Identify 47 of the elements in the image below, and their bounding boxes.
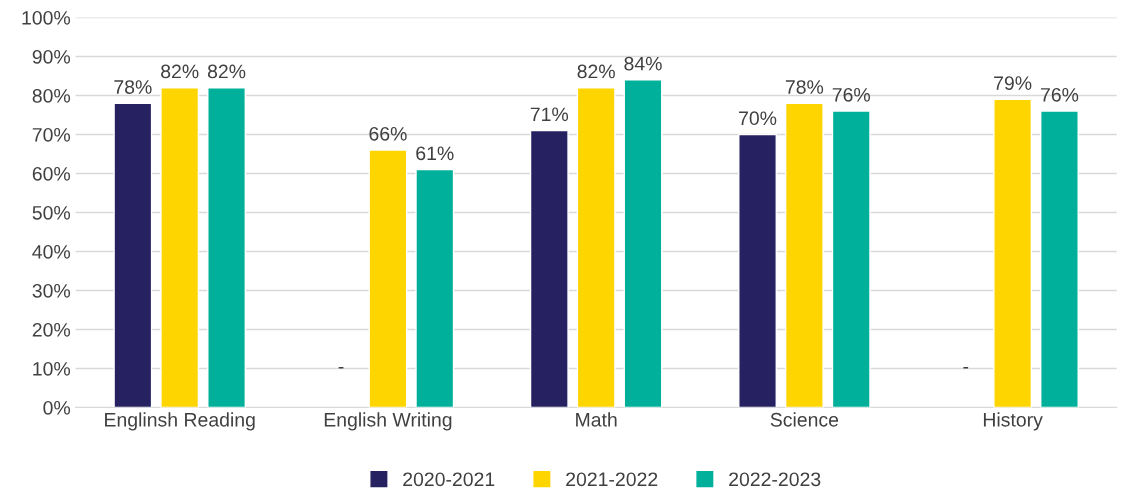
data-label: 76%	[1041, 87, 1079, 102]
bar	[784, 102, 824, 408]
data-label: 78%	[114, 80, 152, 94]
y-tick-label: 20%	[32, 322, 71, 337]
legend-label: 2022-2023	[729, 472, 821, 487]
data-label: 82%	[161, 64, 199, 79]
data-label: 84%	[624, 56, 662, 71]
bar	[576, 87, 616, 408]
y-tick-label: 10%	[33, 361, 71, 376]
bar	[738, 133, 777, 408]
bar	[1040, 110, 1079, 408]
data-label: 76%	[832, 87, 870, 102]
data-label: 61%	[416, 146, 454, 161]
x-tick-label: Math	[576, 412, 617, 427]
bar	[113, 102, 153, 408]
bar	[368, 149, 408, 408]
bar	[207, 87, 246, 408]
data-label: 82%	[207, 64, 246, 79]
x-tick-label: English Writing	[324, 412, 452, 431]
data-label: 79%	[994, 76, 1032, 90]
x-tick-label: Englinsh Reading	[105, 412, 255, 431]
data-label: 82%	[577, 64, 615, 79]
bar	[415, 168, 455, 408]
y-tick-label: 70%	[32, 127, 71, 142]
y-tick-label: 80%	[32, 88, 71, 103]
y-tick-label: 0%	[43, 400, 71, 415]
data-label: 78%	[785, 80, 824, 94]
bar	[993, 98, 1033, 408]
y-tick-label: 40%	[32, 244, 71, 259]
data-label: 66%	[369, 126, 407, 141]
x-tick-label: History	[983, 412, 1043, 431]
y-tick-label: 100%	[22, 10, 71, 25]
y-tick-label: 30%	[32, 283, 71, 298]
bar	[529, 129, 569, 408]
data-label: 71%	[530, 107, 569, 122]
bar	[160, 87, 200, 408]
text: -	[338, 366, 344, 369]
bar	[623, 79, 663, 408]
y-tick-label: 50%	[32, 205, 71, 220]
x-tick-label: Science	[770, 412, 839, 427]
data-label: 70%	[739, 111, 777, 126]
y-tick-label: 90%	[32, 49, 71, 64]
y-tick-label: 60%	[32, 166, 71, 181]
bar	[831, 110, 871, 408]
legend-label: 2020-2021	[403, 472, 495, 487]
legend-label: 2021-2022	[566, 472, 658, 487]
text: -	[963, 366, 969, 369]
